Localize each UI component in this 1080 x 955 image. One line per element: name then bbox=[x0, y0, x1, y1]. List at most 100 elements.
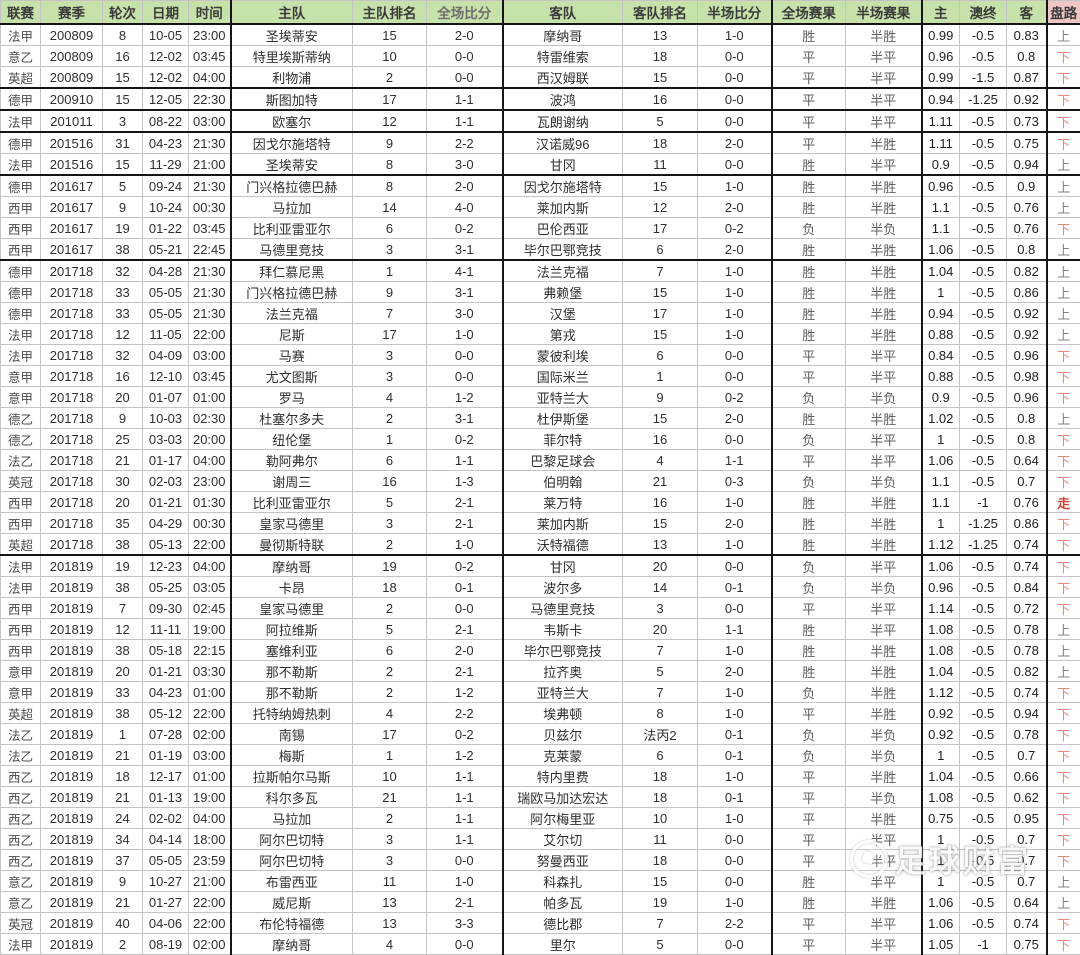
cell-away-rank[interactable]: 11 bbox=[623, 829, 698, 850]
cell-season[interactable]: 201819 bbox=[41, 640, 103, 661]
cell-home-team[interactable]: 皇家马德里 bbox=[231, 598, 353, 619]
cell-away-odds[interactable]: 0.75 bbox=[1007, 934, 1047, 955]
cell-home-odds[interactable]: 0.99 bbox=[922, 24, 960, 46]
cell-away-odds[interactable]: 0.76 bbox=[1007, 197, 1047, 218]
cell-away-rank[interactable]: 10 bbox=[623, 808, 698, 829]
cell-time[interactable]: 00:30 bbox=[189, 513, 231, 534]
cell-round[interactable]: 38 bbox=[103, 703, 143, 724]
cell-away-team[interactable]: 波鸿 bbox=[503, 88, 623, 110]
cell-time[interactable]: 01:00 bbox=[189, 387, 231, 408]
cell-round[interactable]: 33 bbox=[103, 303, 143, 324]
cell-home-odds[interactable]: 1.06 bbox=[922, 913, 960, 934]
cell-season[interactable]: 201617 bbox=[41, 175, 103, 197]
cell-away-rank[interactable]: 法丙2 bbox=[623, 724, 698, 745]
cell-home-team[interactable]: 南锡 bbox=[231, 724, 353, 745]
cell-home-rank[interactable]: 2 bbox=[353, 598, 427, 619]
cell-home-rank[interactable]: 2 bbox=[353, 67, 427, 89]
cell-round[interactable]: 40 bbox=[103, 913, 143, 934]
cell-home-odds[interactable]: 1.11 bbox=[922, 110, 960, 132]
cell-handicap-trend[interactable]: 下 bbox=[1047, 724, 1080, 745]
cell-home-rank[interactable]: 1 bbox=[353, 260, 427, 282]
cell-round[interactable]: 37 bbox=[103, 850, 143, 871]
cell-league[interactable]: 法乙 bbox=[1, 724, 41, 745]
cell-time[interactable]: 03:00 bbox=[189, 110, 231, 132]
cell-macau-final-handicap[interactable]: -0.5 bbox=[960, 260, 1007, 282]
cell-away-rank[interactable]: 5 bbox=[623, 110, 698, 132]
cell-ft-score[interactable]: 3-0 bbox=[427, 303, 503, 324]
cell-ht-result[interactable]: 半平 bbox=[846, 67, 922, 89]
cell-season[interactable]: 201819 bbox=[41, 745, 103, 766]
cell-away-rank[interactable]: 15 bbox=[623, 408, 698, 429]
cell-ft-score[interactable]: 0-0 bbox=[427, 934, 503, 955]
cell-league[interactable]: 法甲 bbox=[1, 555, 41, 577]
cell-date[interactable]: 11-29 bbox=[143, 154, 189, 176]
cell-ft-score[interactable]: 2-1 bbox=[427, 513, 503, 534]
cell-ft-score[interactable]: 1-1 bbox=[427, 808, 503, 829]
cell-season[interactable]: 201819 bbox=[41, 598, 103, 619]
cell-away-odds[interactable]: 0.86 bbox=[1007, 513, 1047, 534]
cell-ft-result[interactable]: 胜 bbox=[772, 892, 846, 913]
cell-ht-score[interactable]: 1-0 bbox=[698, 640, 772, 661]
cell-away-odds[interactable]: 0.74 bbox=[1007, 682, 1047, 703]
cell-away-rank[interactable]: 20 bbox=[623, 619, 698, 640]
cell-season[interactable]: 200910 bbox=[41, 88, 103, 110]
cell-ft-score[interactable]: 2-1 bbox=[427, 492, 503, 513]
cell-macau-final-handicap[interactable]: -0.5 bbox=[960, 324, 1007, 345]
cell-league[interactable]: 法甲 bbox=[1, 24, 41, 46]
cell-ht-score[interactable]: 1-1 bbox=[698, 619, 772, 640]
cell-away-rank[interactable]: 7 bbox=[623, 260, 698, 282]
cell-away-rank[interactable]: 15 bbox=[623, 282, 698, 303]
cell-home-rank[interactable]: 4 bbox=[353, 934, 427, 955]
cell-ht-score[interactable]: 2-0 bbox=[698, 132, 772, 154]
cell-home-odds[interactable]: 0.9 bbox=[922, 387, 960, 408]
cell-league[interactable]: 法甲 bbox=[1, 934, 41, 955]
cell-time[interactable]: 04:00 bbox=[189, 450, 231, 471]
cell-season[interactable]: 201718 bbox=[41, 513, 103, 534]
cell-home-rank[interactable]: 10 bbox=[353, 766, 427, 787]
cell-ft-score[interactable]: 3-3 bbox=[427, 913, 503, 934]
cell-away-team[interactable]: 蒙彼利埃 bbox=[503, 345, 623, 366]
cell-home-odds[interactable]: 0.88 bbox=[922, 324, 960, 345]
cell-ft-result[interactable]: 平 bbox=[772, 132, 846, 154]
cell-macau-final-handicap[interactable]: -0.5 bbox=[960, 555, 1007, 577]
cell-round[interactable]: 3 bbox=[103, 110, 143, 132]
cell-home-team[interactable]: 谢周三 bbox=[231, 471, 353, 492]
cell-macau-final-handicap[interactable]: -0.5 bbox=[960, 110, 1007, 132]
cell-round[interactable]: 19 bbox=[103, 555, 143, 577]
cell-round[interactable]: 12 bbox=[103, 619, 143, 640]
cell-away-odds[interactable]: 0.7 bbox=[1007, 745, 1047, 766]
cell-away-odds[interactable]: 0.78 bbox=[1007, 640, 1047, 661]
cell-home-team[interactable]: 利物浦 bbox=[231, 67, 353, 89]
cell-round[interactable]: 33 bbox=[103, 682, 143, 703]
cell-ht-result[interactable]: 半胜 bbox=[846, 132, 922, 154]
cell-handicap-trend[interactable]: 下 bbox=[1047, 787, 1080, 808]
cell-round[interactable]: 34 bbox=[103, 829, 143, 850]
cell-time[interactable]: 22:30 bbox=[189, 88, 231, 110]
cell-ft-score[interactable]: 0-0 bbox=[427, 345, 503, 366]
cell-home-rank[interactable]: 3 bbox=[353, 239, 427, 261]
cell-ht-score[interactable]: 0-0 bbox=[698, 110, 772, 132]
cell-season[interactable]: 201718 bbox=[41, 534, 103, 556]
cell-ft-score[interactable]: 4-1 bbox=[427, 260, 503, 282]
cell-away-odds[interactable]: 0.96 bbox=[1007, 387, 1047, 408]
cell-away-team[interactable]: 韦斯卡 bbox=[503, 619, 623, 640]
cell-home-rank[interactable]: 9 bbox=[353, 132, 427, 154]
cell-round[interactable]: 32 bbox=[103, 260, 143, 282]
cell-ht-result[interactable]: 半平 bbox=[846, 450, 922, 471]
cell-away-odds[interactable]: 0.66 bbox=[1007, 766, 1047, 787]
cell-ft-score[interactable]: 1-1 bbox=[427, 829, 503, 850]
cell-ft-result[interactable]: 平 bbox=[772, 829, 846, 850]
cell-ft-result[interactable]: 胜 bbox=[772, 24, 846, 46]
cell-away-rank[interactable]: 15 bbox=[623, 324, 698, 345]
cell-ft-result[interactable]: 平 bbox=[772, 808, 846, 829]
cell-time[interactable]: 21:30 bbox=[189, 282, 231, 303]
cell-round[interactable]: 31 bbox=[103, 132, 143, 154]
cell-league[interactable]: 法甲 bbox=[1, 110, 41, 132]
cell-ft-result[interactable]: 胜 bbox=[772, 534, 846, 556]
cell-macau-final-handicap[interactable]: -1.25 bbox=[960, 534, 1007, 556]
cell-league[interactable]: 法甲 bbox=[1, 154, 41, 176]
cell-time[interactable]: 23:00 bbox=[189, 471, 231, 492]
cell-date[interactable]: 12-02 bbox=[143, 67, 189, 89]
cell-season[interactable]: 201819 bbox=[41, 724, 103, 745]
cell-league[interactable]: 西甲 bbox=[1, 640, 41, 661]
